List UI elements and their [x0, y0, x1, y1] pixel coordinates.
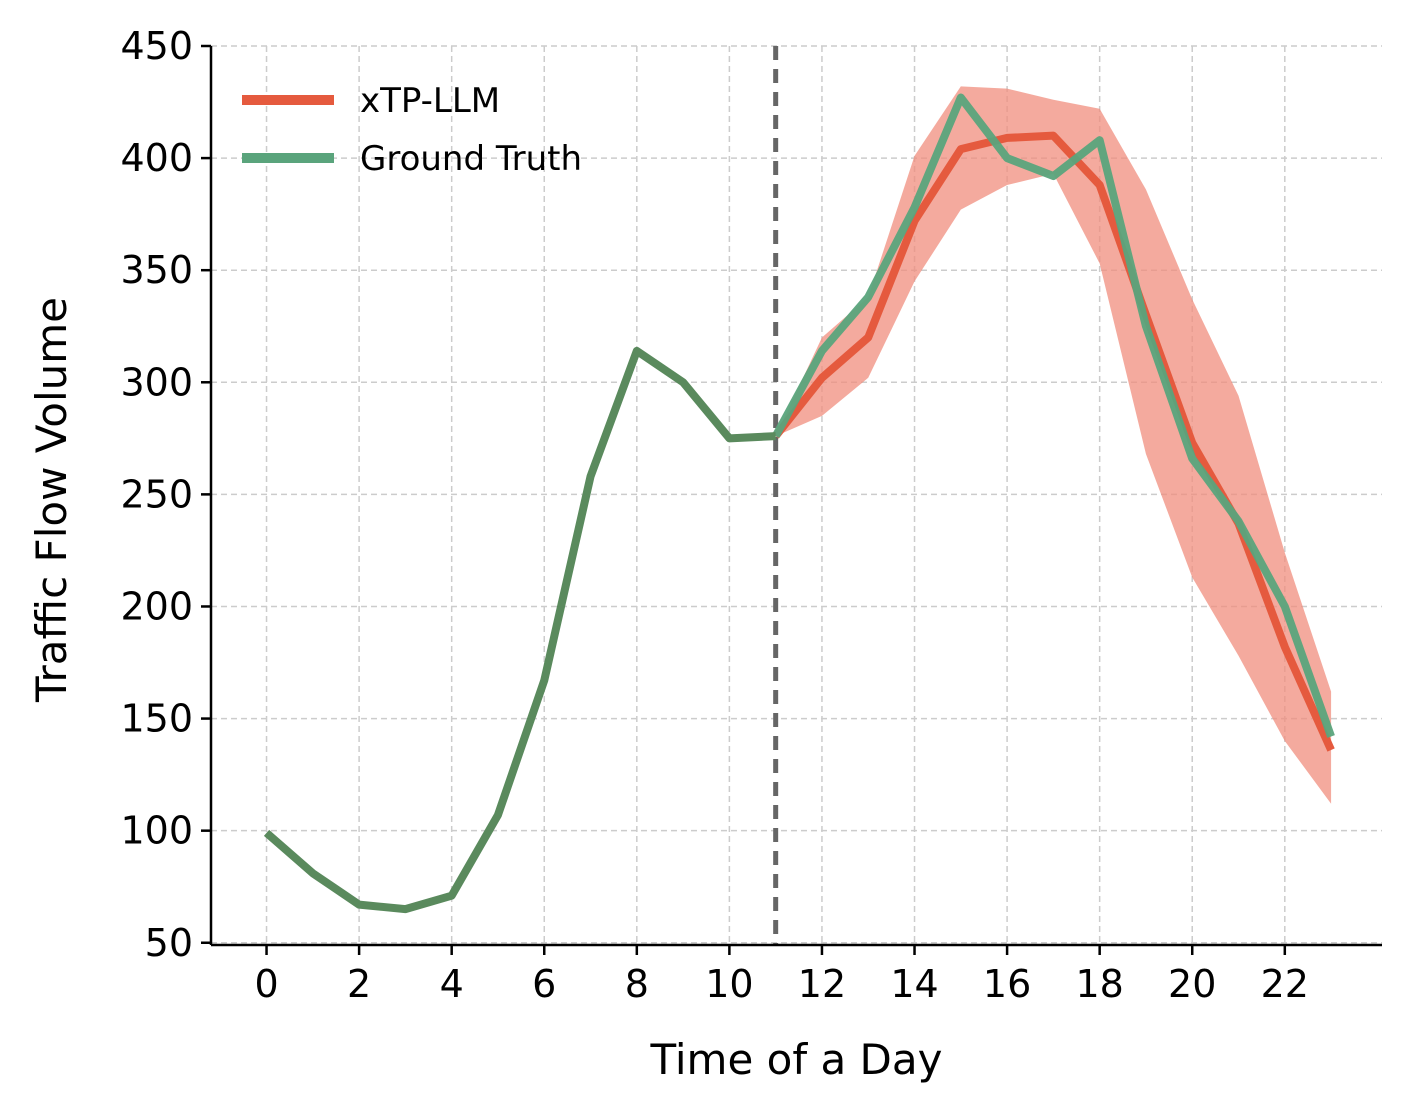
x-tick-label-16: 16 — [983, 962, 1031, 1006]
y-tick-label-350: 350 — [120, 248, 193, 292]
x-tick-label-2: 2 — [347, 962, 371, 1006]
series-line-history — [263, 346, 776, 914]
y-tick-label-300: 300 — [120, 360, 193, 404]
y-tick-label-250: 250 — [120, 472, 193, 516]
y-axis-title: Traffic Flow Volume — [27, 297, 76, 703]
x-ticks: 0 2 4 6 8 10 12 14 16 18 20 22 — [254, 945, 1309, 1006]
y-tick-label-150: 150 — [120, 697, 193, 741]
y-tick-label-200: 200 — [120, 584, 193, 628]
y-tick-label-50: 50 — [145, 921, 193, 965]
x-tick-label-6: 6 — [532, 962, 556, 1006]
confidence-band-layer — [775, 86, 1332, 804]
x-tick-label-20: 20 — [1168, 962, 1216, 1006]
x-tick-label-22: 22 — [1261, 962, 1309, 1006]
legend: xTP-LLM Ground Truth — [242, 81, 582, 179]
x-tick-label-10: 10 — [705, 962, 753, 1006]
legend-label-xtp-llm: xTP-LLM — [360, 81, 500, 121]
x-tick-label-14: 14 — [890, 962, 938, 1006]
y-tick-label-450: 450 — [120, 24, 193, 68]
x-tick-label-0: 0 — [254, 962, 278, 1006]
y-tick-label-400: 400 — [120, 136, 193, 180]
series-layer — [263, 93, 1335, 914]
series-line-ground-truth — [772, 93, 1335, 738]
x-tick-label-18: 18 — [1075, 962, 1123, 1006]
grid — [211, 45, 1382, 945]
y-ticks: 50 100 150 200 250 300 350 400 450 — [120, 24, 211, 965]
x-tick-label-4: 4 — [440, 962, 464, 1006]
x-axis-title: Time of a Day — [650, 1035, 943, 1084]
x-tick-label-8: 8 — [625, 962, 649, 1006]
y-tick-label-100: 100 — [120, 809, 193, 853]
x-tick-label-12: 12 — [798, 962, 846, 1006]
xtp-llm-confidence-band — [775, 86, 1332, 804]
legend-label-ground-truth: Ground Truth — [360, 139, 582, 179]
